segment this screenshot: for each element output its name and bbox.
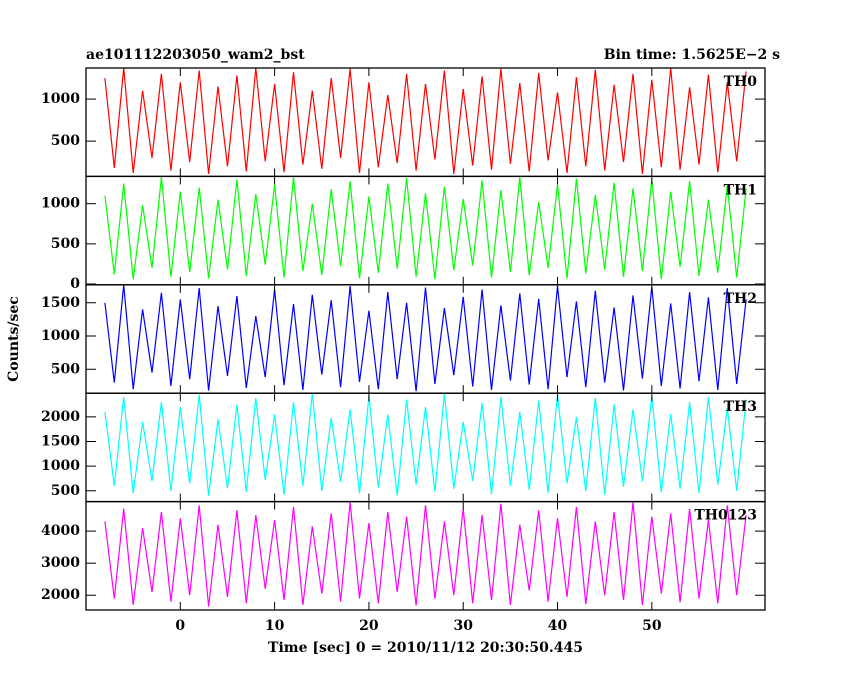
x-tick-label: 20: [359, 618, 379, 634]
y-tick-label: 0: [70, 276, 80, 292]
y-tick-label: 4000: [41, 523, 80, 539]
x-axis-label: Time [sec] 0 = 2010/11/12 20:30:50.445: [268, 640, 583, 656]
panel-frame: [85, 500, 766, 611]
x-tick-label: 0: [175, 618, 185, 634]
y-tick-label: 500: [51, 236, 80, 252]
bin-time: Bin time: 1.5625E−2 s: [604, 47, 780, 63]
y-tick-label: 3000: [41, 555, 80, 571]
x-tick-label: 10: [265, 618, 285, 634]
series-line: [104, 67, 747, 174]
x-tick-label: 50: [642, 618, 662, 634]
series-label: TH1: [724, 182, 757, 198]
y-tick-label: 1500: [41, 295, 80, 311]
panel-frame: [85, 175, 766, 286]
y-tick-label: 2000: [41, 587, 80, 603]
y-tick-label: 2000: [41, 409, 80, 425]
series-label: TH3: [724, 399, 757, 415]
y-axis-label: Counts/sec: [6, 296, 22, 382]
series-label: TH0: [724, 74, 758, 90]
series-label: TH0123: [694, 508, 757, 524]
y-tick-label: 1000: [41, 328, 80, 344]
y-tick-label: 500: [51, 133, 80, 149]
chart-title: ae101112203050_wam2_bst: [86, 47, 305, 63]
series-line: [104, 393, 747, 496]
series-line: [104, 284, 747, 392]
x-tick-label: 40: [548, 618, 568, 634]
y-tick-label: 1000: [41, 196, 80, 212]
y-tick-label: 1500: [41, 433, 80, 449]
series-line: [104, 177, 747, 280]
x-tick-label: 30: [453, 618, 473, 634]
series-line: [104, 502, 747, 607]
series-label: TH2: [724, 291, 757, 307]
y-tick-label: 1000: [41, 458, 80, 474]
y-tick-label: 500: [51, 483, 80, 499]
panel-frame: [85, 284, 766, 394]
y-tick-label: 500: [51, 361, 80, 377]
y-tick-label: 1000: [41, 91, 80, 107]
